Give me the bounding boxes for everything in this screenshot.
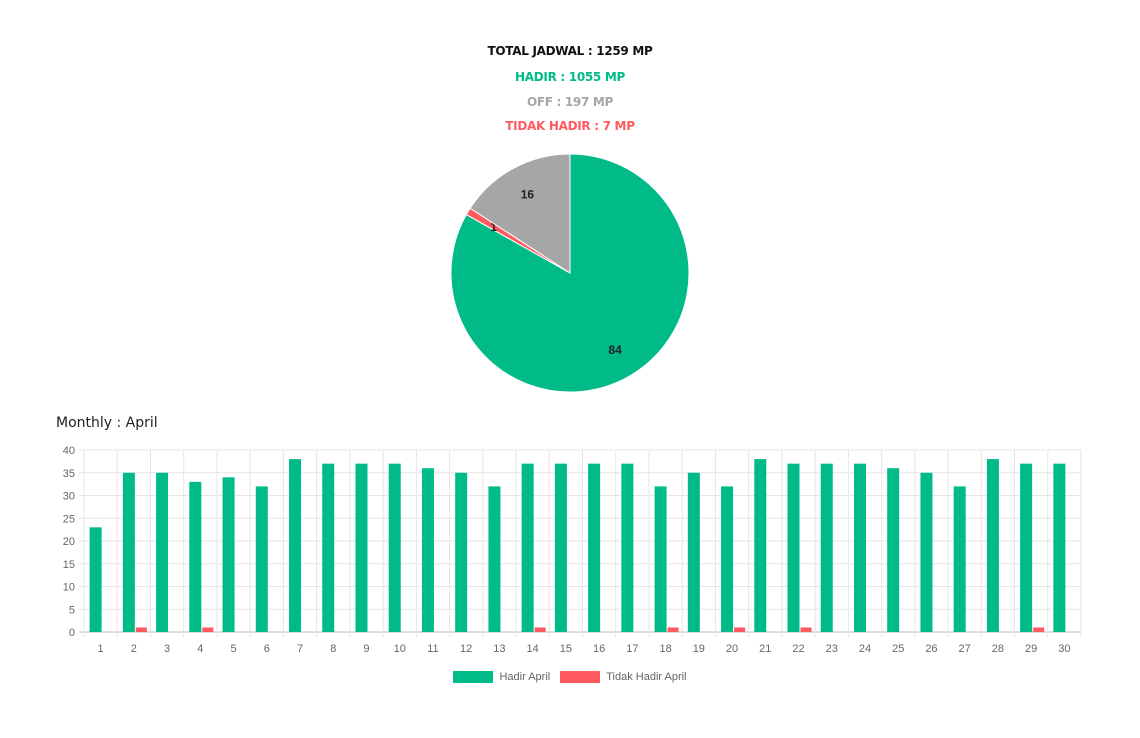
bar-hadir-30[interactable] [1053,463,1066,632]
bar-hadir-26[interactable] [920,472,933,632]
x-tick-label: 22 [792,643,804,655]
x-tick-label: 6 [264,643,270,655]
bar-hadir-8[interactable] [322,463,335,632]
tidak-hadir-label: TIDAK HADIR : 7 MP [505,119,635,133]
legend-item-hadir[interactable]: Hadir April [453,671,550,683]
x-tick-label: 29 [1025,643,1037,655]
bar-chart-legend: Hadir April Tidak Hadir April [0,671,1140,683]
bar-hadir-6[interactable] [255,486,268,632]
bar-hadir-24[interactable] [853,463,866,632]
x-tick-label: 8 [330,643,336,655]
pie-slice-off[interactable] [469,153,571,274]
bar-hadir-13[interactable] [488,486,501,632]
bar-hadir-10[interactable] [388,463,401,632]
bar-hadir-5[interactable] [222,477,235,632]
pie-label-tidak-hadir: 1 [490,220,497,234]
x-tick-label: 25 [892,643,904,655]
x-tick-label: 23 [826,643,838,655]
legend-label-hadir: Hadir April [499,671,551,683]
bar-hadir-21[interactable] [754,459,767,632]
x-tick-label: 1 [98,643,104,655]
bar-tidak-hadir-22[interactable] [800,627,812,632]
x-tick-label: 24 [859,643,871,655]
y-tick-label: 0 [69,627,75,639]
bar-hadir-16[interactable] [588,463,601,632]
bar-hadir-25[interactable] [887,468,900,632]
bar-tidak-hadir-29[interactable] [1033,627,1045,632]
bar-hadir-19[interactable] [687,472,700,632]
monthly-chart-title: Monthly : April [56,415,158,431]
x-tick-label: 20 [726,643,738,655]
legend-item-tidak-hadir[interactable]: Tidak Hadir April [560,671,687,683]
x-tick-label: 5 [230,643,236,655]
y-tick-label: 20 [63,536,75,548]
legend-swatch-hadir [453,671,494,683]
bar-hadir-17[interactable] [621,463,634,632]
x-tick-label: 7 [297,643,303,655]
x-tick-label: 4 [197,643,203,655]
pie-label-off: 16 [521,188,535,202]
legend-label-tidak-hadir: Tidak Hadir April [606,671,687,683]
bar-tidak-hadir-4[interactable] [202,627,214,632]
y-tick-label: 40 [63,445,75,457]
x-tick-label: 18 [659,643,671,655]
x-tick-label: 15 [560,643,572,655]
legend-swatch-tidak-hadir [560,671,601,683]
x-tick-label: 26 [925,643,937,655]
attendance-pie-chart: 84 1 16 [450,153,690,393]
bar-tidak-hadir-20[interactable] [734,627,746,632]
bar-hadir-20[interactable] [721,486,734,632]
bar-hadir-27[interactable] [953,486,966,632]
x-tick-label: 11 [427,643,438,655]
bar-hadir-2[interactable] [122,472,135,632]
x-tick-label: 10 [394,643,406,655]
x-tick-label: 16 [593,643,605,655]
bar-hadir-11[interactable] [421,468,434,632]
x-tick-label: 21 [759,643,771,655]
total-jadwal-label: TOTAL JADWAL : 1259 MP [487,44,653,58]
x-tick-label: 14 [527,643,539,655]
bar-hadir-22[interactable] [787,463,800,632]
y-tick-label: 25 [63,513,75,525]
bar-hadir-23[interactable] [820,463,833,632]
x-tick-label: 30 [1058,643,1070,655]
y-tick-label: 10 [63,582,75,594]
bar-tidak-hadir-18[interactable] [667,627,679,632]
bar-tidak-hadir-2[interactable] [135,627,147,632]
x-tick-label: 13 [493,643,505,655]
x-tick-label: 19 [693,643,705,655]
bar-hadir-28[interactable] [986,459,999,632]
bar-hadir-29[interactable] [1020,463,1033,632]
y-tick-label: 15 [63,559,75,571]
x-tick-label: 17 [626,643,638,655]
bar-hadir-18[interactable] [654,486,667,632]
x-tick-label: 12 [460,643,472,655]
bar-hadir-9[interactable] [355,463,368,632]
hadir-label: HADIR : 1055 MP [515,70,625,84]
pie-slice-hadir[interactable] [450,153,690,393]
y-tick-label: 35 [63,468,75,480]
y-tick-label: 5 [69,604,75,616]
y-tick-label: 30 [63,491,75,503]
pie-label-hadir: 84 [608,343,622,357]
bar-hadir-15[interactable] [554,463,567,632]
bar-hadir-12[interactable] [455,472,468,632]
x-tick-label: 3 [164,643,170,655]
bar-hadir-7[interactable] [289,459,302,632]
bar-hadir-3[interactable] [156,472,169,632]
bar-tidak-hadir-14[interactable] [534,627,546,632]
x-tick-label: 9 [363,643,369,655]
bar-hadir-4[interactable] [189,481,202,632]
x-tick-label: 27 [959,643,971,655]
bar-hadir-14[interactable] [521,463,534,632]
x-tick-label: 28 [992,643,1004,655]
bar-hadir-1[interactable] [89,527,102,632]
x-tick-label: 2 [131,643,137,655]
off-label: OFF : 197 MP [526,95,614,109]
